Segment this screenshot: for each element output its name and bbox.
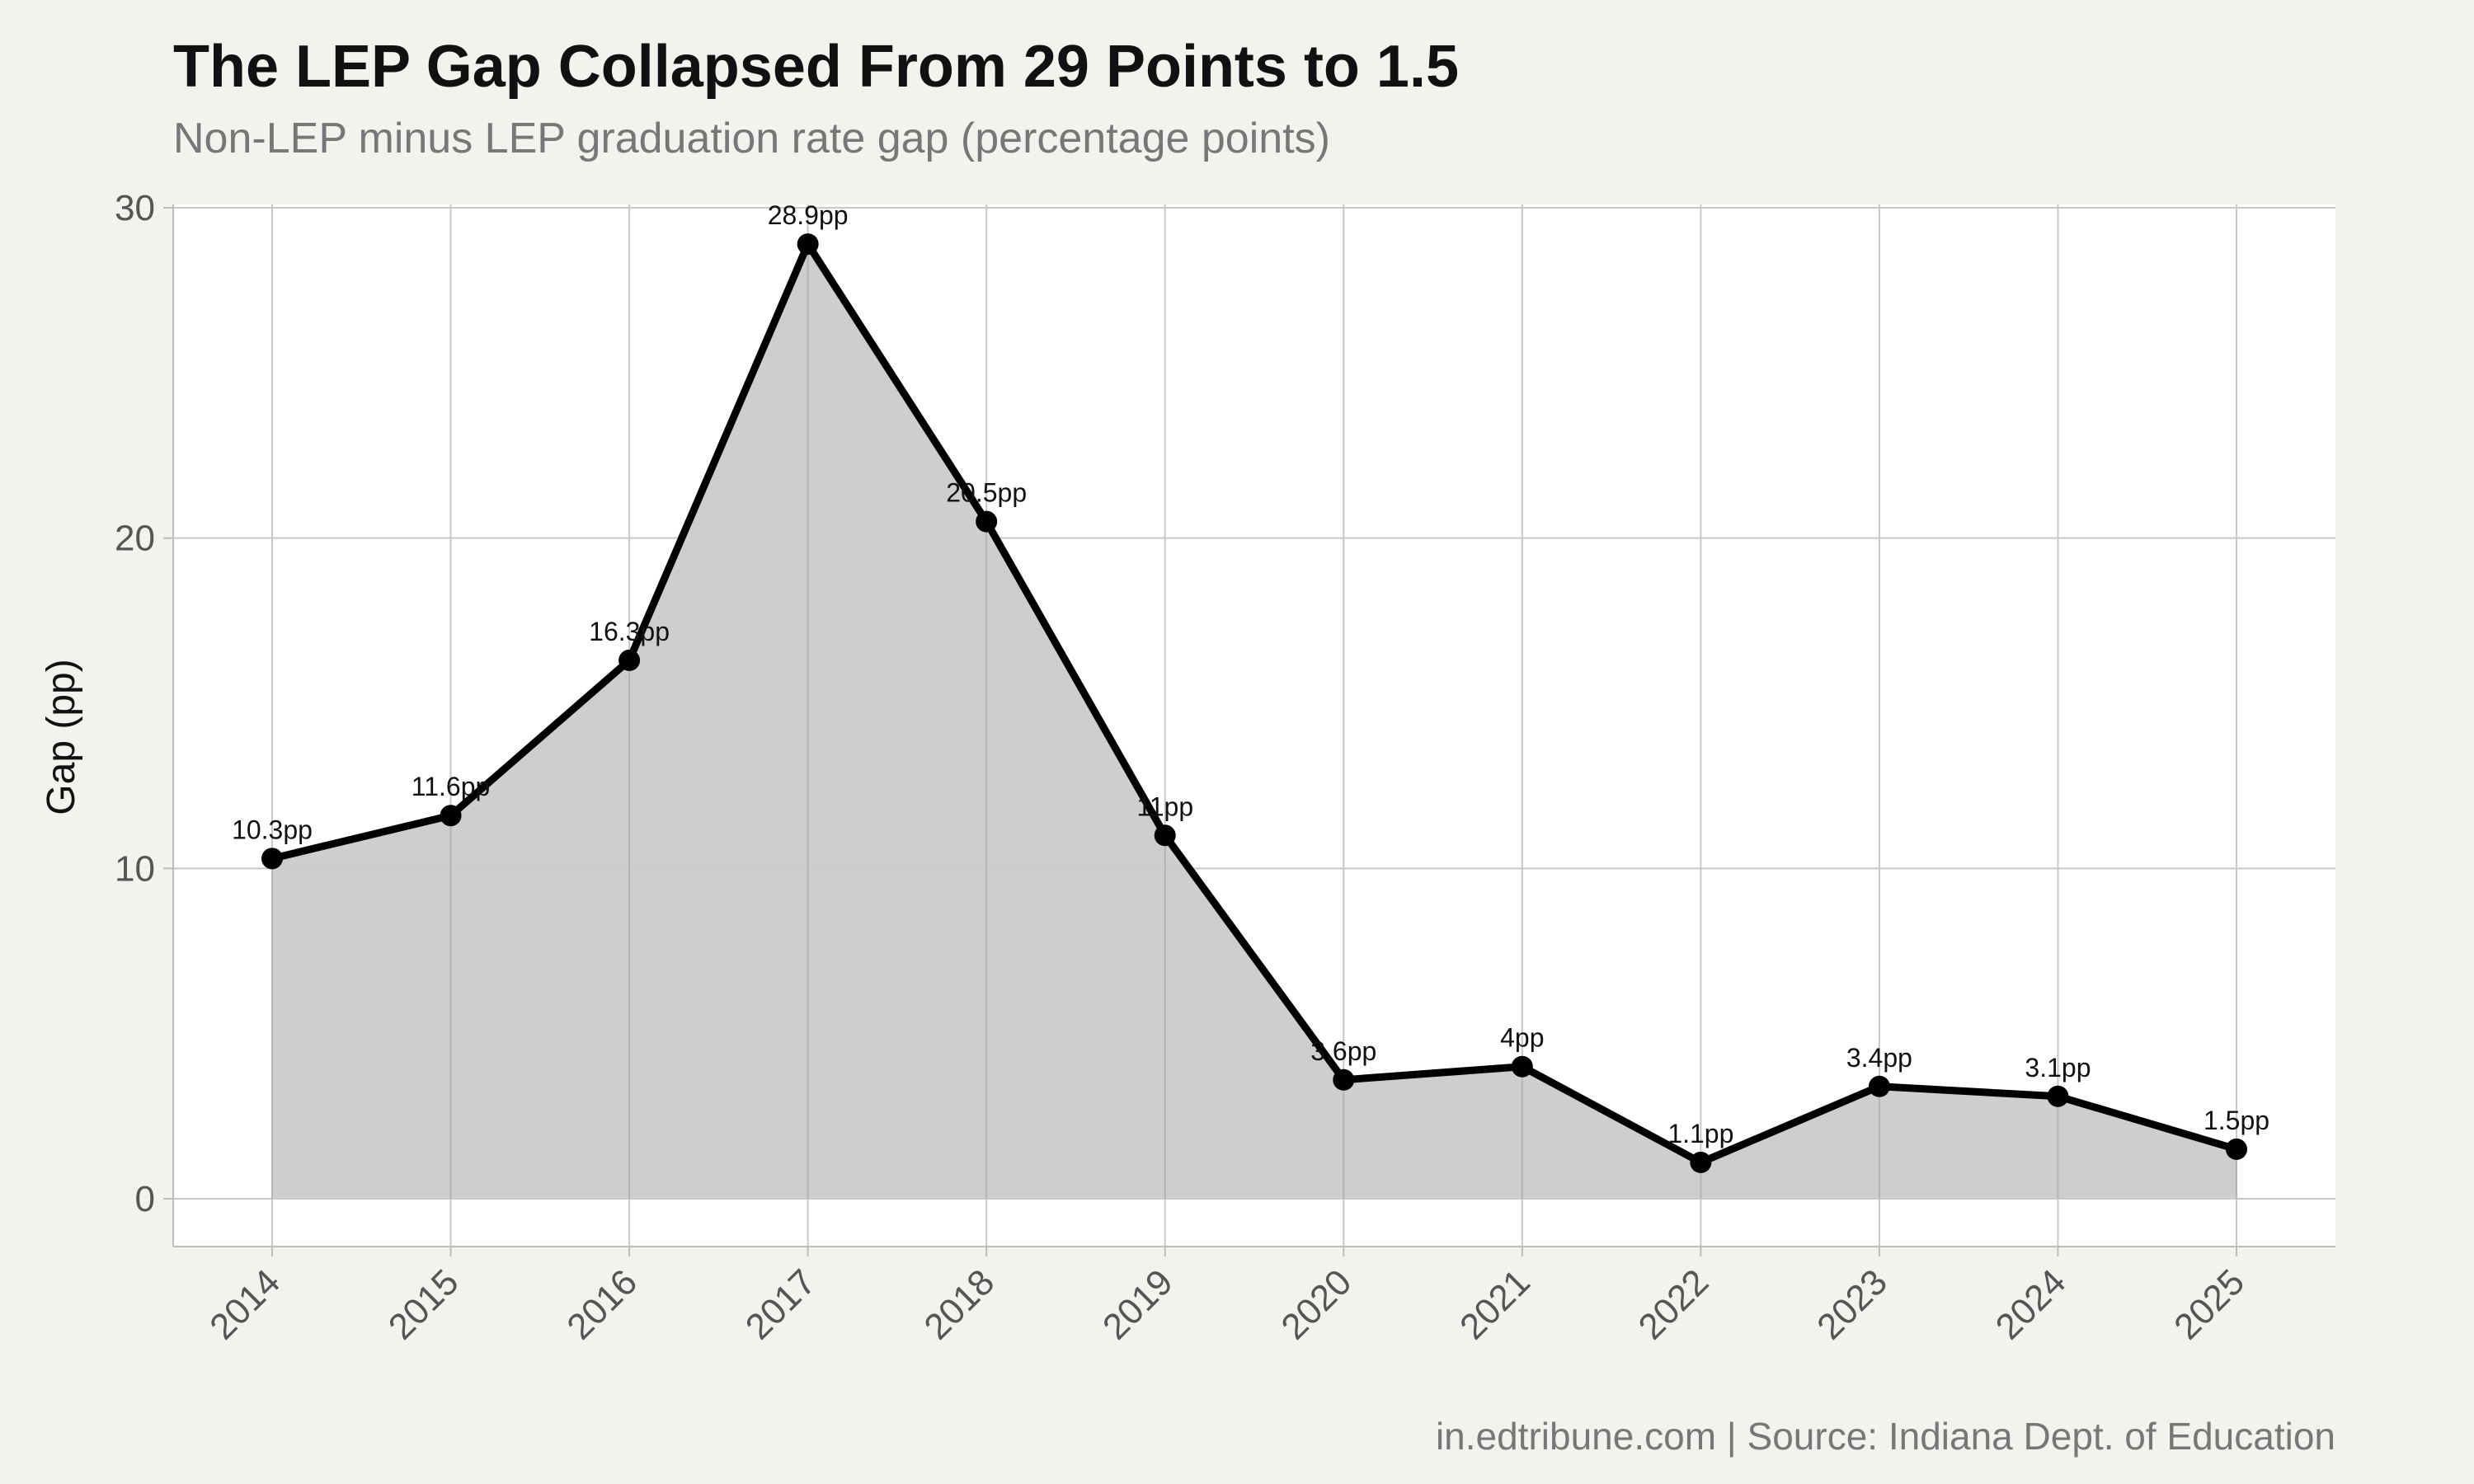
- y-axis-title: Gap (pp): [40, 659, 83, 815]
- data-label: 16.3pp: [589, 617, 670, 646]
- data-label: 11pp: [1136, 791, 1193, 821]
- x-tick-label: 2016: [559, 1261, 645, 1347]
- area-fill: [272, 244, 2236, 1199]
- chart-title: The LEP Gap Collapsed From 29 Points to …: [173, 34, 1460, 100]
- y-tick-label: 0: [135, 1179, 155, 1219]
- data-point: [1511, 1055, 1533, 1078]
- data-point: [1868, 1075, 1890, 1097]
- data-point: [797, 233, 819, 256]
- x-tick-label: 2022: [1631, 1261, 1717, 1347]
- x-tick-label: 2021: [1452, 1261, 1538, 1347]
- data-point: [1333, 1068, 1355, 1091]
- data-label: 3.4pp: [1846, 1043, 1912, 1073]
- x-tick-label: 2020: [1273, 1261, 1359, 1347]
- data-label: 1.1pp: [1667, 1119, 1733, 1148]
- data-label: 4pp: [1500, 1023, 1544, 1053]
- y-tick-label: 20: [115, 519, 155, 559]
- x-tick-label: 2025: [2166, 1261, 2252, 1347]
- x-tick-label: 2024: [1988, 1261, 2074, 1347]
- data-point: [440, 805, 462, 827]
- data-point: [261, 848, 283, 870]
- data-point: [2047, 1085, 2069, 1107]
- data-label: 10.3pp: [232, 815, 313, 844]
- x-tick-label: 2014: [202, 1261, 288, 1347]
- x-tick-label: 2017: [738, 1261, 824, 1347]
- x-tick-label: 2018: [916, 1261, 1002, 1347]
- y-tick-label: 30: [115, 188, 155, 228]
- chart-caption: in.edtribune.com | Source: Indiana Dept.…: [1435, 1415, 2335, 1458]
- data-point: [1154, 824, 1176, 847]
- x-tick-label: 2015: [381, 1261, 467, 1347]
- data-point: [2226, 1138, 2247, 1160]
- data-point: [976, 510, 998, 533]
- data-point: [1690, 1151, 1712, 1173]
- data-label: 3.6pp: [1310, 1036, 1376, 1066]
- data-label: 11.6pp: [412, 772, 491, 801]
- data-point: [618, 649, 641, 671]
- chart-subtitle: Non-LEP minus LEP graduation rate gap (p…: [173, 115, 1330, 162]
- data-label: 20.5pp: [946, 478, 1027, 508]
- data-label: 3.1pp: [2025, 1053, 2091, 1082]
- data-label: 28.9pp: [768, 200, 849, 230]
- series-line: [268, 240, 2241, 1167]
- y-tick-label: 10: [115, 848, 155, 889]
- x-tick-label: 2019: [1095, 1261, 1181, 1347]
- x-tick-label: 2023: [1809, 1261, 1895, 1347]
- data-label: 1.5pp: [2204, 1106, 2269, 1135]
